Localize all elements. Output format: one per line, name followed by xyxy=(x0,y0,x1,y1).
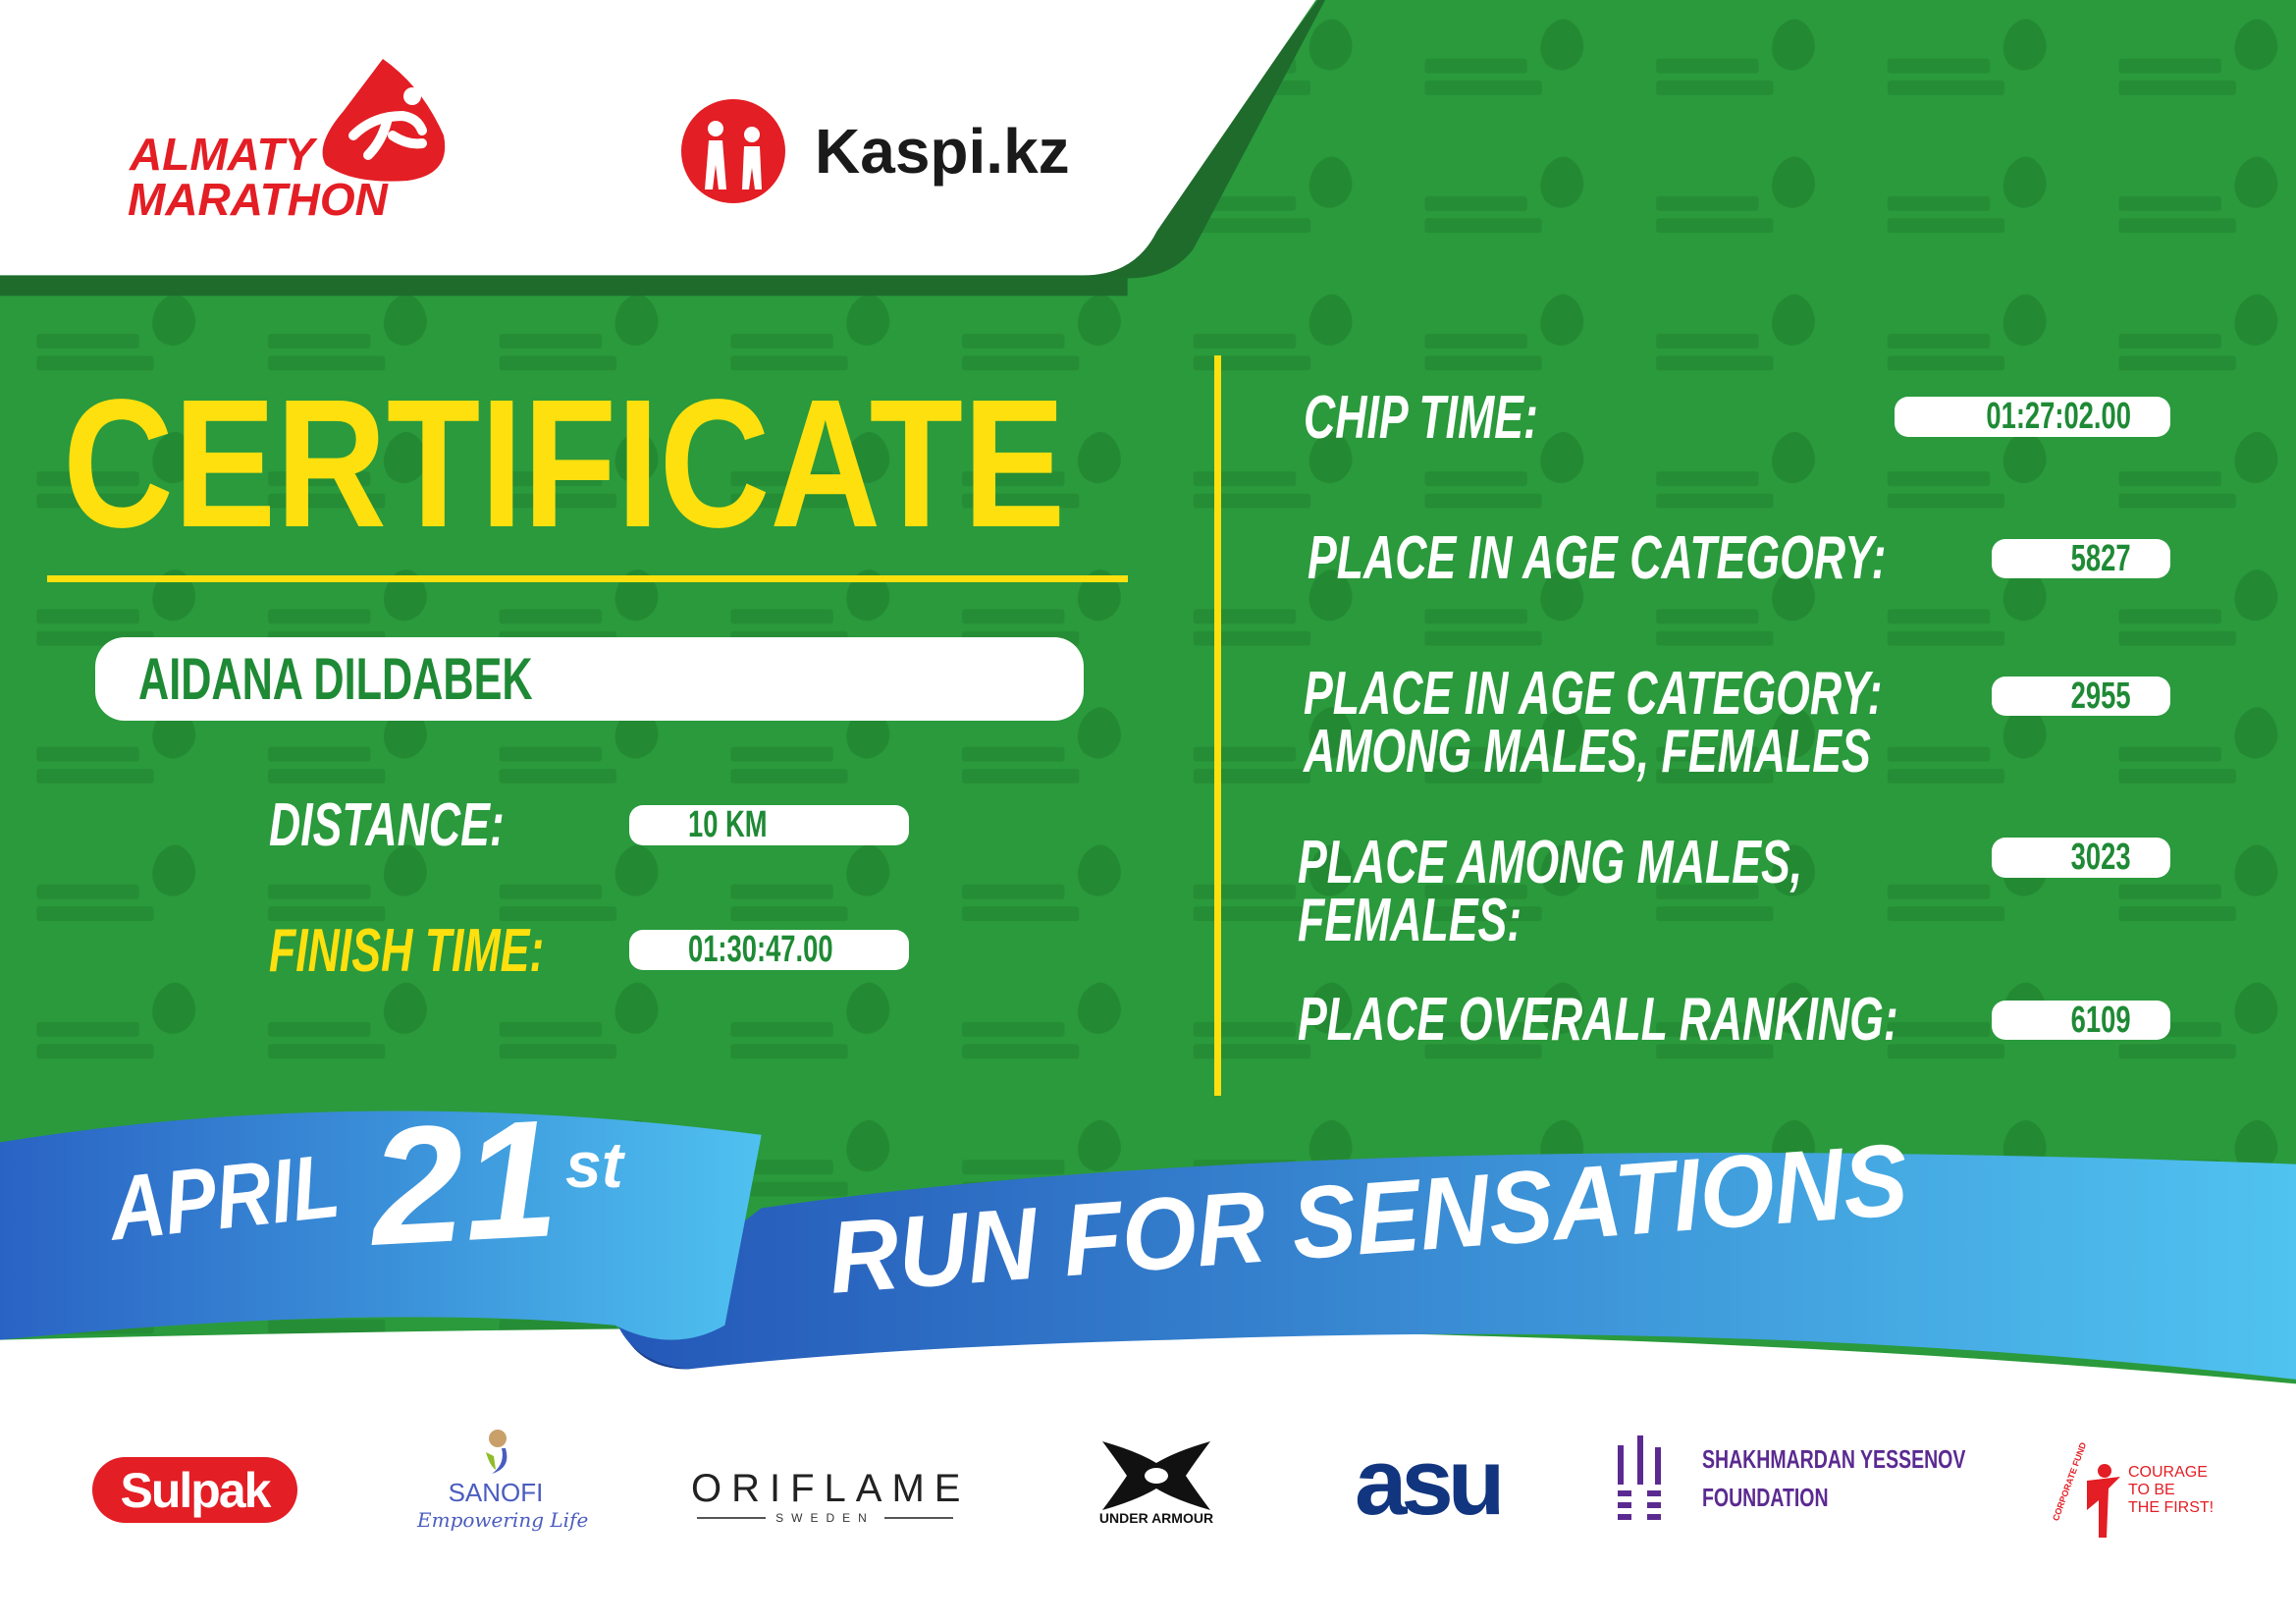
date-suffix: st xyxy=(565,1128,623,1201)
courage-line2: TO BE xyxy=(2128,1482,2175,1498)
age-gender-label-line1: PLACE IN AGE CATEGORY: xyxy=(1304,660,1883,728)
courage-line1: COURAGE xyxy=(2128,1464,2208,1481)
title-underline xyxy=(47,575,1128,582)
under-armour-text: UNDER ARMOUR xyxy=(1098,1510,1214,1526)
age-gender-label-line2: AMONG MALES, FEMALES xyxy=(1304,718,1871,785)
age-category-value: 5827 xyxy=(1992,538,2170,579)
chip-time-label: CHIP TIME: xyxy=(1304,384,1538,452)
event-logo-line1: ALMATY xyxy=(130,129,315,180)
courage-line3: THE FIRST! xyxy=(2128,1499,2215,1516)
sulpak-logo-text: Sulpak xyxy=(120,1462,272,1518)
participant-name: AIDANA DILDABEK xyxy=(138,646,533,712)
distance-label: DISTANCE: xyxy=(269,791,505,859)
courage-runner-icon xyxy=(2087,1464,2120,1538)
finish-time-value: 01:30:47.00 xyxy=(629,929,909,970)
oriflame-sub: SWEDEN xyxy=(691,1511,959,1525)
chip-time-value: 01:27:02.00 xyxy=(1895,396,2170,437)
runner-drop-icon xyxy=(322,59,446,182)
event-logo-line2: MARATHON xyxy=(128,174,388,225)
yessenov-foundation-logo: SHAKHMARDAN YESSENOV FOUNDATION xyxy=(1618,1435,2054,1522)
date-day: 21 xyxy=(366,1085,561,1281)
almaty-marathon-logo: ALMATY MARATHON xyxy=(128,57,452,229)
sanofi-tagline: Empowering Life xyxy=(417,1508,589,1532)
under-armour-icon xyxy=(1102,1441,1210,1510)
gender-label-line1: PLACE AMONG MALES, xyxy=(1298,829,1803,896)
gender-value: 3023 xyxy=(1992,837,2170,878)
asu-logo: asu xyxy=(1355,1430,1505,1535)
under-armour-logo: UNDER ARMOUR xyxy=(1076,1441,1237,1526)
age-gender-value: 2955 xyxy=(1992,676,2170,717)
vertical-divider xyxy=(1214,355,1221,1096)
overall-ranking-value: 6109 xyxy=(1992,1000,2170,1041)
gender-label-line2: FEMALES: xyxy=(1298,887,1522,954)
yessenov-icon xyxy=(1618,1435,1661,1520)
kaspi-icon xyxy=(681,99,785,203)
participant-name-field: AIDANA DILDABEK xyxy=(95,637,1084,721)
overall-ranking-label: PLACE OVERALL RANKING: xyxy=(1298,986,1898,1054)
yessenov-line1: SHAKHMARDAN YESSENOV xyxy=(1702,1444,1966,1474)
courage-fund-logo: CORPORATE FUND COURAGE TO BE THE FIRST! xyxy=(2050,1441,2214,1540)
oriflame-text: ORIFLAME xyxy=(691,1467,971,1510)
certificate-title: CERTIFICATE xyxy=(63,362,1066,566)
sanofi-text: SANOFI xyxy=(448,1478,544,1507)
sanofi-icon xyxy=(486,1430,507,1474)
finish-time-label: FINISH TIME: xyxy=(269,917,545,985)
age-category-label: PLACE IN AGE CATEGORY: xyxy=(1308,524,1887,592)
kaspi-logo-text: Kaspi.kz xyxy=(815,116,1070,187)
sanofi-logo: SANOFI Empowering Life xyxy=(417,1429,589,1546)
oriflame-logo: ORIFLAME SWEDEN xyxy=(691,1467,971,1525)
kaspi-logo: Kaspi.kz xyxy=(681,98,1070,204)
yessenov-line2: FOUNDATION xyxy=(1702,1483,1829,1512)
distance-value: 10 KM xyxy=(629,804,909,845)
sulpak-logo: Sulpak xyxy=(92,1457,297,1523)
